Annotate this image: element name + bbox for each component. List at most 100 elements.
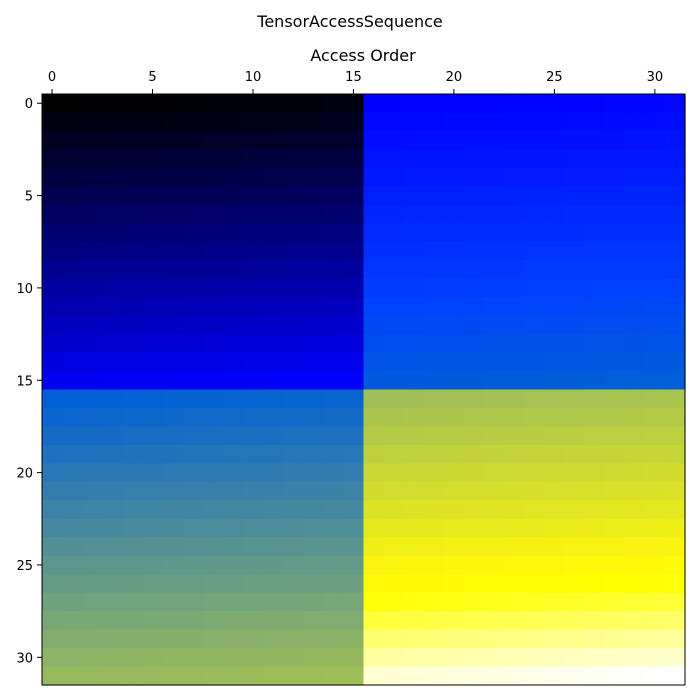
heatmap-cell bbox=[443, 555, 465, 575]
heatmap-cell bbox=[624, 444, 646, 464]
heatmap-cell bbox=[564, 389, 586, 409]
heatmap-cell bbox=[283, 297, 304, 317]
heatmap-cell bbox=[242, 500, 264, 520]
heatmap-cell bbox=[263, 444, 284, 464]
heatmap-cell bbox=[544, 149, 566, 169]
heatmap-cell bbox=[303, 648, 324, 668]
heatmap-cell bbox=[162, 463, 184, 483]
heatmap-cell bbox=[323, 186, 345, 206]
heatmap-cell bbox=[42, 426, 63, 446]
heatmap-cell bbox=[303, 407, 324, 428]
heatmap-cell bbox=[323, 518, 345, 538]
heatmap-cell bbox=[323, 666, 345, 686]
heatmap-cell bbox=[343, 500, 365, 520]
heatmap-cell bbox=[584, 537, 606, 557]
heatmap-cell bbox=[263, 94, 284, 114]
heatmap-cell bbox=[283, 186, 304, 206]
heatmap-cell bbox=[524, 260, 545, 280]
heatmap-cell bbox=[463, 444, 485, 464]
heatmap-cell bbox=[504, 241, 525, 261]
heatmap-cell bbox=[102, 500, 123, 520]
heatmap-cell bbox=[443, 611, 465, 631]
heatmap-cell bbox=[242, 629, 264, 649]
heatmap-cell bbox=[182, 149, 204, 169]
heatmap-cell bbox=[343, 555, 365, 575]
heatmap-cell bbox=[363, 130, 385, 151]
heatmap-cell bbox=[122, 223, 144, 243]
heatmap-cell bbox=[664, 223, 686, 243]
y-tick-label: 10 bbox=[16, 282, 33, 297]
heatmap-cell bbox=[363, 204, 385, 224]
heatmap-cell bbox=[42, 149, 63, 169]
heatmap-cell bbox=[82, 130, 103, 151]
heatmap-cell bbox=[222, 204, 244, 224]
heatmap-cell bbox=[222, 666, 244, 686]
heatmap-cell bbox=[202, 500, 224, 520]
heatmap-cell bbox=[484, 278, 505, 298]
heatmap-cell bbox=[604, 241, 626, 261]
heatmap-cell bbox=[383, 463, 405, 483]
heatmap-cell bbox=[202, 481, 224, 501]
heatmap-cell bbox=[644, 444, 666, 464]
heatmap-cell bbox=[423, 444, 445, 464]
heatmap-cell bbox=[242, 130, 264, 151]
x-tick-label: 0 bbox=[48, 70, 56, 85]
heatmap-cell bbox=[383, 389, 405, 409]
heatmap-cell bbox=[122, 130, 144, 151]
heatmap-cell bbox=[62, 611, 83, 631]
heatmap-cell bbox=[524, 500, 545, 520]
heatmap-cell bbox=[604, 500, 626, 520]
heatmap-cell bbox=[524, 426, 545, 446]
heatmap-cell bbox=[62, 555, 83, 575]
heatmap-cell bbox=[664, 352, 686, 372]
heatmap-cell bbox=[283, 204, 304, 224]
heatmap-cell bbox=[664, 518, 686, 538]
heatmap-cell bbox=[122, 574, 144, 594]
heatmap-cell bbox=[142, 537, 164, 557]
heatmap-cell bbox=[504, 426, 525, 446]
heatmap-cell bbox=[403, 167, 425, 187]
heatmap-cell bbox=[624, 463, 646, 483]
heatmap-cell bbox=[242, 537, 264, 557]
heatmap-cell bbox=[42, 648, 63, 668]
heatmap-cell bbox=[222, 518, 244, 538]
heatmap-cell bbox=[122, 444, 144, 464]
heatmap-cell bbox=[604, 592, 626, 612]
heatmap-cell bbox=[202, 352, 224, 372]
heatmap-cell bbox=[664, 537, 686, 557]
heatmap-cell bbox=[584, 444, 606, 464]
heatmap-cell bbox=[504, 463, 525, 483]
heatmap-cell bbox=[323, 297, 345, 317]
heatmap-cell bbox=[122, 186, 144, 206]
x-tick-label: 5 bbox=[148, 70, 156, 85]
heatmap-cell bbox=[62, 241, 83, 261]
heatmap-cell bbox=[584, 629, 606, 649]
heatmap-cell bbox=[644, 260, 666, 280]
heatmap-cell bbox=[323, 611, 345, 631]
heatmap-cell bbox=[142, 666, 164, 686]
heatmap-cell bbox=[443, 241, 465, 261]
heatmap-cell bbox=[263, 389, 284, 409]
heatmap-cell bbox=[504, 94, 525, 114]
heatmap-cell bbox=[182, 297, 204, 317]
heatmap-cell bbox=[403, 389, 425, 409]
heatmap-cell bbox=[343, 463, 365, 483]
heatmap-cell bbox=[343, 648, 365, 668]
heatmap-cell bbox=[202, 186, 224, 206]
heatmap-cell bbox=[222, 555, 244, 575]
heatmap-cell bbox=[222, 352, 244, 372]
heatmap-cell bbox=[343, 241, 365, 261]
heatmap-cell bbox=[363, 481, 385, 501]
heatmap-cell bbox=[182, 352, 204, 372]
heatmap-cell bbox=[142, 574, 164, 594]
heatmap-cell bbox=[524, 518, 545, 538]
heatmap-cell bbox=[544, 297, 566, 317]
heatmap-cell bbox=[463, 94, 485, 114]
heatmap-cell bbox=[303, 629, 324, 649]
heatmap-cell bbox=[42, 463, 63, 483]
heatmap-cell bbox=[484, 167, 505, 187]
heatmap-cell bbox=[202, 223, 224, 243]
heatmap-cell bbox=[403, 334, 425, 354]
heatmap-cell bbox=[142, 112, 164, 132]
